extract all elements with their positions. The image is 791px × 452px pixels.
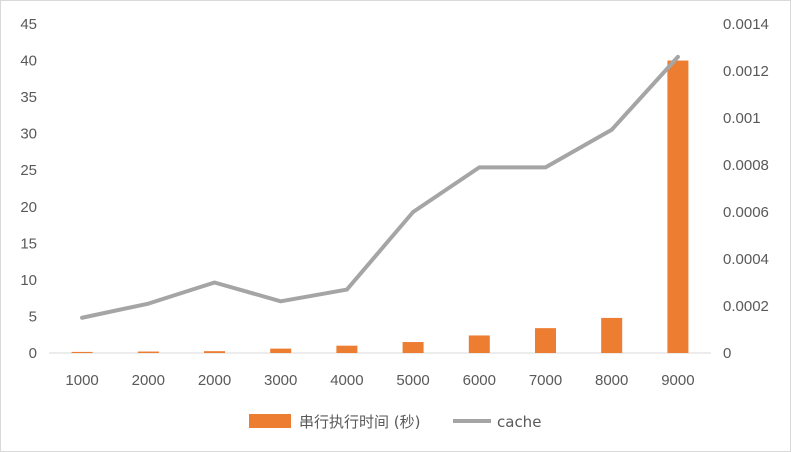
- left-axis-tick-label: 20: [20, 199, 37, 216]
- legend-label-line: cache: [497, 413, 541, 431]
- bar: [601, 317, 623, 353]
- legend-label-bar: 串行执行时间 (秒): [299, 413, 420, 431]
- left-axis-tick-label: 5: [29, 308, 37, 325]
- left-axis-tick-label: 0: [29, 345, 37, 362]
- left-axis-tick-label: 35: [20, 89, 37, 106]
- bar: [336, 345, 358, 353]
- category-labels: 1000 2000 2000 3000 4000 5000 6000 7000 8000 9000: [65, 372, 694, 389]
- bar: [137, 351, 159, 353]
- bar: [71, 351, 93, 353]
- category-label: 9000: [661, 372, 694, 389]
- category-label: 5000: [396, 372, 429, 389]
- bar: [270, 348, 292, 353]
- right-axis-ticks: 0 0.0002 0.0004 0.0006 0.0008 0.001 0.0012 0.00…: [723, 16, 769, 362]
- left-axis-tick-label: 45: [20, 16, 37, 33]
- right-axis-tick-label: 0.0002: [723, 298, 769, 315]
- right-axis-tick-label: 0.001: [723, 110, 761, 127]
- left-axis-ticks: 0 5 10 15 20 25 30 35 40 45: [20, 16, 37, 362]
- bar: [204, 351, 225, 353]
- bar: [667, 60, 689, 354]
- category-label: 7000: [529, 372, 562, 389]
- line-series: [80, 54, 680, 320]
- bar: [535, 328, 556, 353]
- category-label: 1000: [65, 372, 98, 389]
- left-axis-tick-label: 40: [20, 53, 37, 70]
- category-label: 8000: [595, 372, 628, 389]
- category-label: 2000: [132, 372, 165, 389]
- right-axis-tick-label: 0.0012: [723, 63, 769, 80]
- left-axis-tick-label: 25: [20, 162, 37, 179]
- right-axis-tick-label: 0.0004: [723, 251, 769, 268]
- category-label: 4000: [330, 372, 363, 389]
- left-axis-tick-label: 30: [20, 126, 37, 143]
- left-axis-tick-label: 15: [20, 235, 37, 252]
- right-axis-tick-label: 0.0006: [723, 204, 769, 221]
- series-line-cache: [80, 54, 680, 320]
- bar-series: [71, 60, 689, 354]
- right-axis-tick-label: 0: [723, 345, 731, 362]
- legend: 串行执行时间 (秒) cache: [249, 413, 541, 431]
- category-label: 3000: [264, 372, 297, 389]
- legend-swatch-bar: [249, 414, 291, 428]
- category-label: 6000: [463, 372, 496, 389]
- bar: [402, 342, 424, 353]
- right-axis-tick-label: 0.0014: [723, 16, 769, 33]
- right-axis-tick-label: 0.0008: [723, 157, 769, 174]
- category-label: 2000: [198, 372, 231, 389]
- left-axis-tick-label: 10: [20, 272, 37, 289]
- bar: [468, 335, 490, 353]
